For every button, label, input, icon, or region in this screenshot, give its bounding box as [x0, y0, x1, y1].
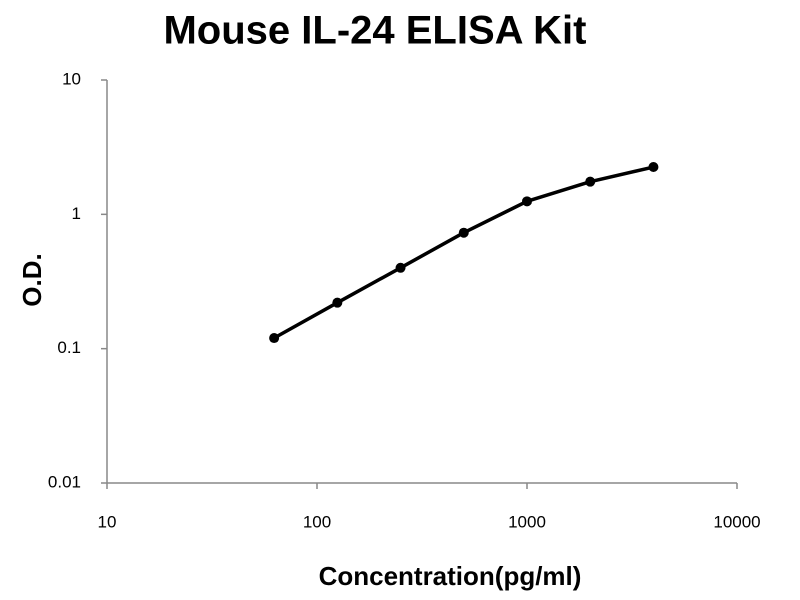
data-point	[269, 333, 280, 344]
y-tick-label: 10	[62, 69, 81, 88]
data-point	[458, 227, 469, 238]
y-tick-label: 0.1	[57, 338, 81, 357]
x-tick-label: 1000	[508, 512, 546, 531]
data-point	[585, 176, 596, 187]
data-line	[273, 165, 654, 340]
x-axis-label: Concentration(pg/ml)	[319, 561, 582, 591]
y-tick-label: 0.01	[48, 472, 81, 491]
y-tick-label: 1	[72, 204, 81, 223]
data-point	[395, 262, 406, 273]
data-point	[332, 297, 343, 308]
x-tick-label: 10000	[713, 512, 760, 531]
data-point	[522, 196, 532, 207]
chart-title: Mouse IL-24 ELISA Kit	[163, 9, 586, 53]
x-tick-label: 100	[303, 512, 331, 531]
data-point	[648, 162, 659, 173]
y-axis-label: O.D.	[17, 253, 47, 306]
x-tick-label: 10	[98, 512, 117, 531]
